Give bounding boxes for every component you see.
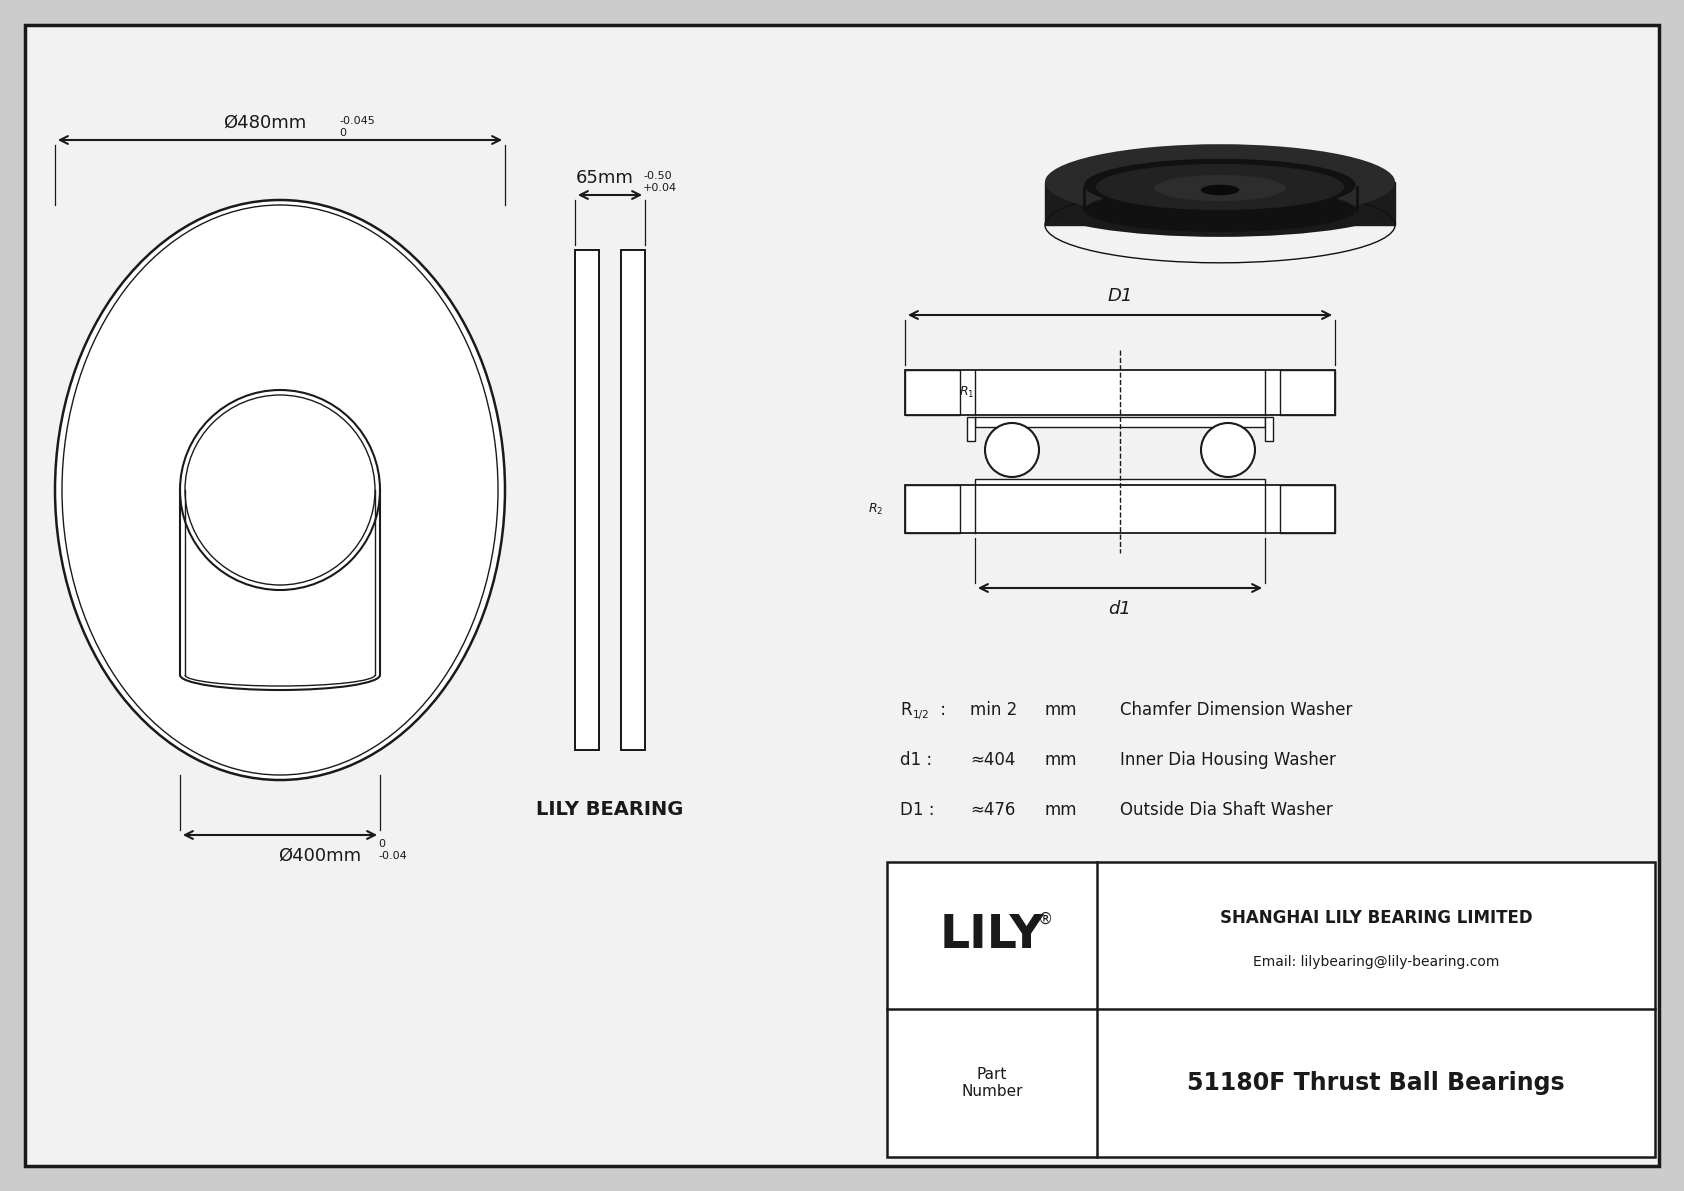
Circle shape [180,389,381,590]
Bar [904,370,1335,414]
Ellipse shape [1096,164,1344,210]
Text: d1 :: d1 : [899,752,933,769]
Text: mm: mm [1046,701,1078,719]
Bar [1280,485,1335,534]
Text: ≈476: ≈476 [970,802,1015,819]
Text: Chamfer Dimension Washer: Chamfer Dimension Washer [1120,701,1352,719]
Bar [887,862,1655,1156]
Text: D1: D1 [1108,287,1133,305]
Text: Email: lilybearing@lily-bearing.com: Email: lilybearing@lily-bearing.com [1253,955,1499,969]
Text: 51180F Thrust Ball Bearings: 51180F Thrust Ball Bearings [1187,1071,1564,1095]
Text: -0.04: -0.04 [377,852,408,861]
Bar [904,370,960,414]
Bar [1280,370,1335,414]
Text: :: : [935,701,946,719]
Text: 1/2: 1/2 [913,710,930,721]
Text: D1 :: D1 : [899,802,935,819]
Text: mm: mm [1046,802,1078,819]
Circle shape [985,423,1039,478]
Text: -0.50: -0.50 [643,172,672,181]
Text: 0: 0 [377,838,386,849]
Text: ®: ® [1039,912,1054,927]
Ellipse shape [56,200,505,780]
Bar [975,479,1265,490]
Ellipse shape [1154,175,1285,201]
Bar [904,485,960,534]
Ellipse shape [1084,158,1356,211]
Bar [574,250,600,750]
Ellipse shape [1046,144,1394,220]
Bar [1280,485,1335,534]
Text: 65mm: 65mm [576,169,633,187]
Text: $R_2$: $R_2$ [867,501,882,517]
Bar [574,250,600,750]
Bar [975,417,1265,428]
Text: +0.04: +0.04 [643,183,677,193]
Ellipse shape [1201,185,1239,195]
Bar [904,485,1335,534]
Bar [1265,417,1273,441]
Text: Inner Dia Housing Washer: Inner Dia Housing Washer [1120,752,1335,769]
Bar [904,370,960,414]
Bar [621,250,645,750]
Ellipse shape [1047,179,1393,237]
Bar [1280,370,1335,414]
Text: min 2: min 2 [970,701,1017,719]
Circle shape [1201,423,1255,478]
Bar [967,417,975,441]
Text: $R_1$: $R_1$ [960,385,975,400]
Text: Outside Dia Shaft Washer: Outside Dia Shaft Washer [1120,802,1332,819]
Ellipse shape [1084,188,1356,232]
Text: Part
Number: Part Number [962,1067,1022,1099]
Text: -0.045: -0.045 [338,116,376,126]
Text: Ø480mm: Ø480mm [224,114,306,132]
Bar [904,485,960,534]
Text: mm: mm [1046,752,1078,769]
Text: Ø400mm: Ø400mm [278,847,362,865]
Text: 0: 0 [338,127,345,138]
Bar [621,250,645,750]
Text: LILY: LILY [940,913,1044,958]
Bar [621,250,645,750]
Bar [574,250,600,750]
Text: LILY BEARING: LILY BEARING [536,800,684,819]
Text: R: R [899,701,911,719]
Bar [180,490,381,675]
Text: d1: d1 [1108,600,1132,618]
Text: SHANGHAI LILY BEARING LIMITED: SHANGHAI LILY BEARING LIMITED [1219,909,1532,927]
Polygon shape [1046,182,1394,225]
Text: ≈404: ≈404 [970,752,1015,769]
